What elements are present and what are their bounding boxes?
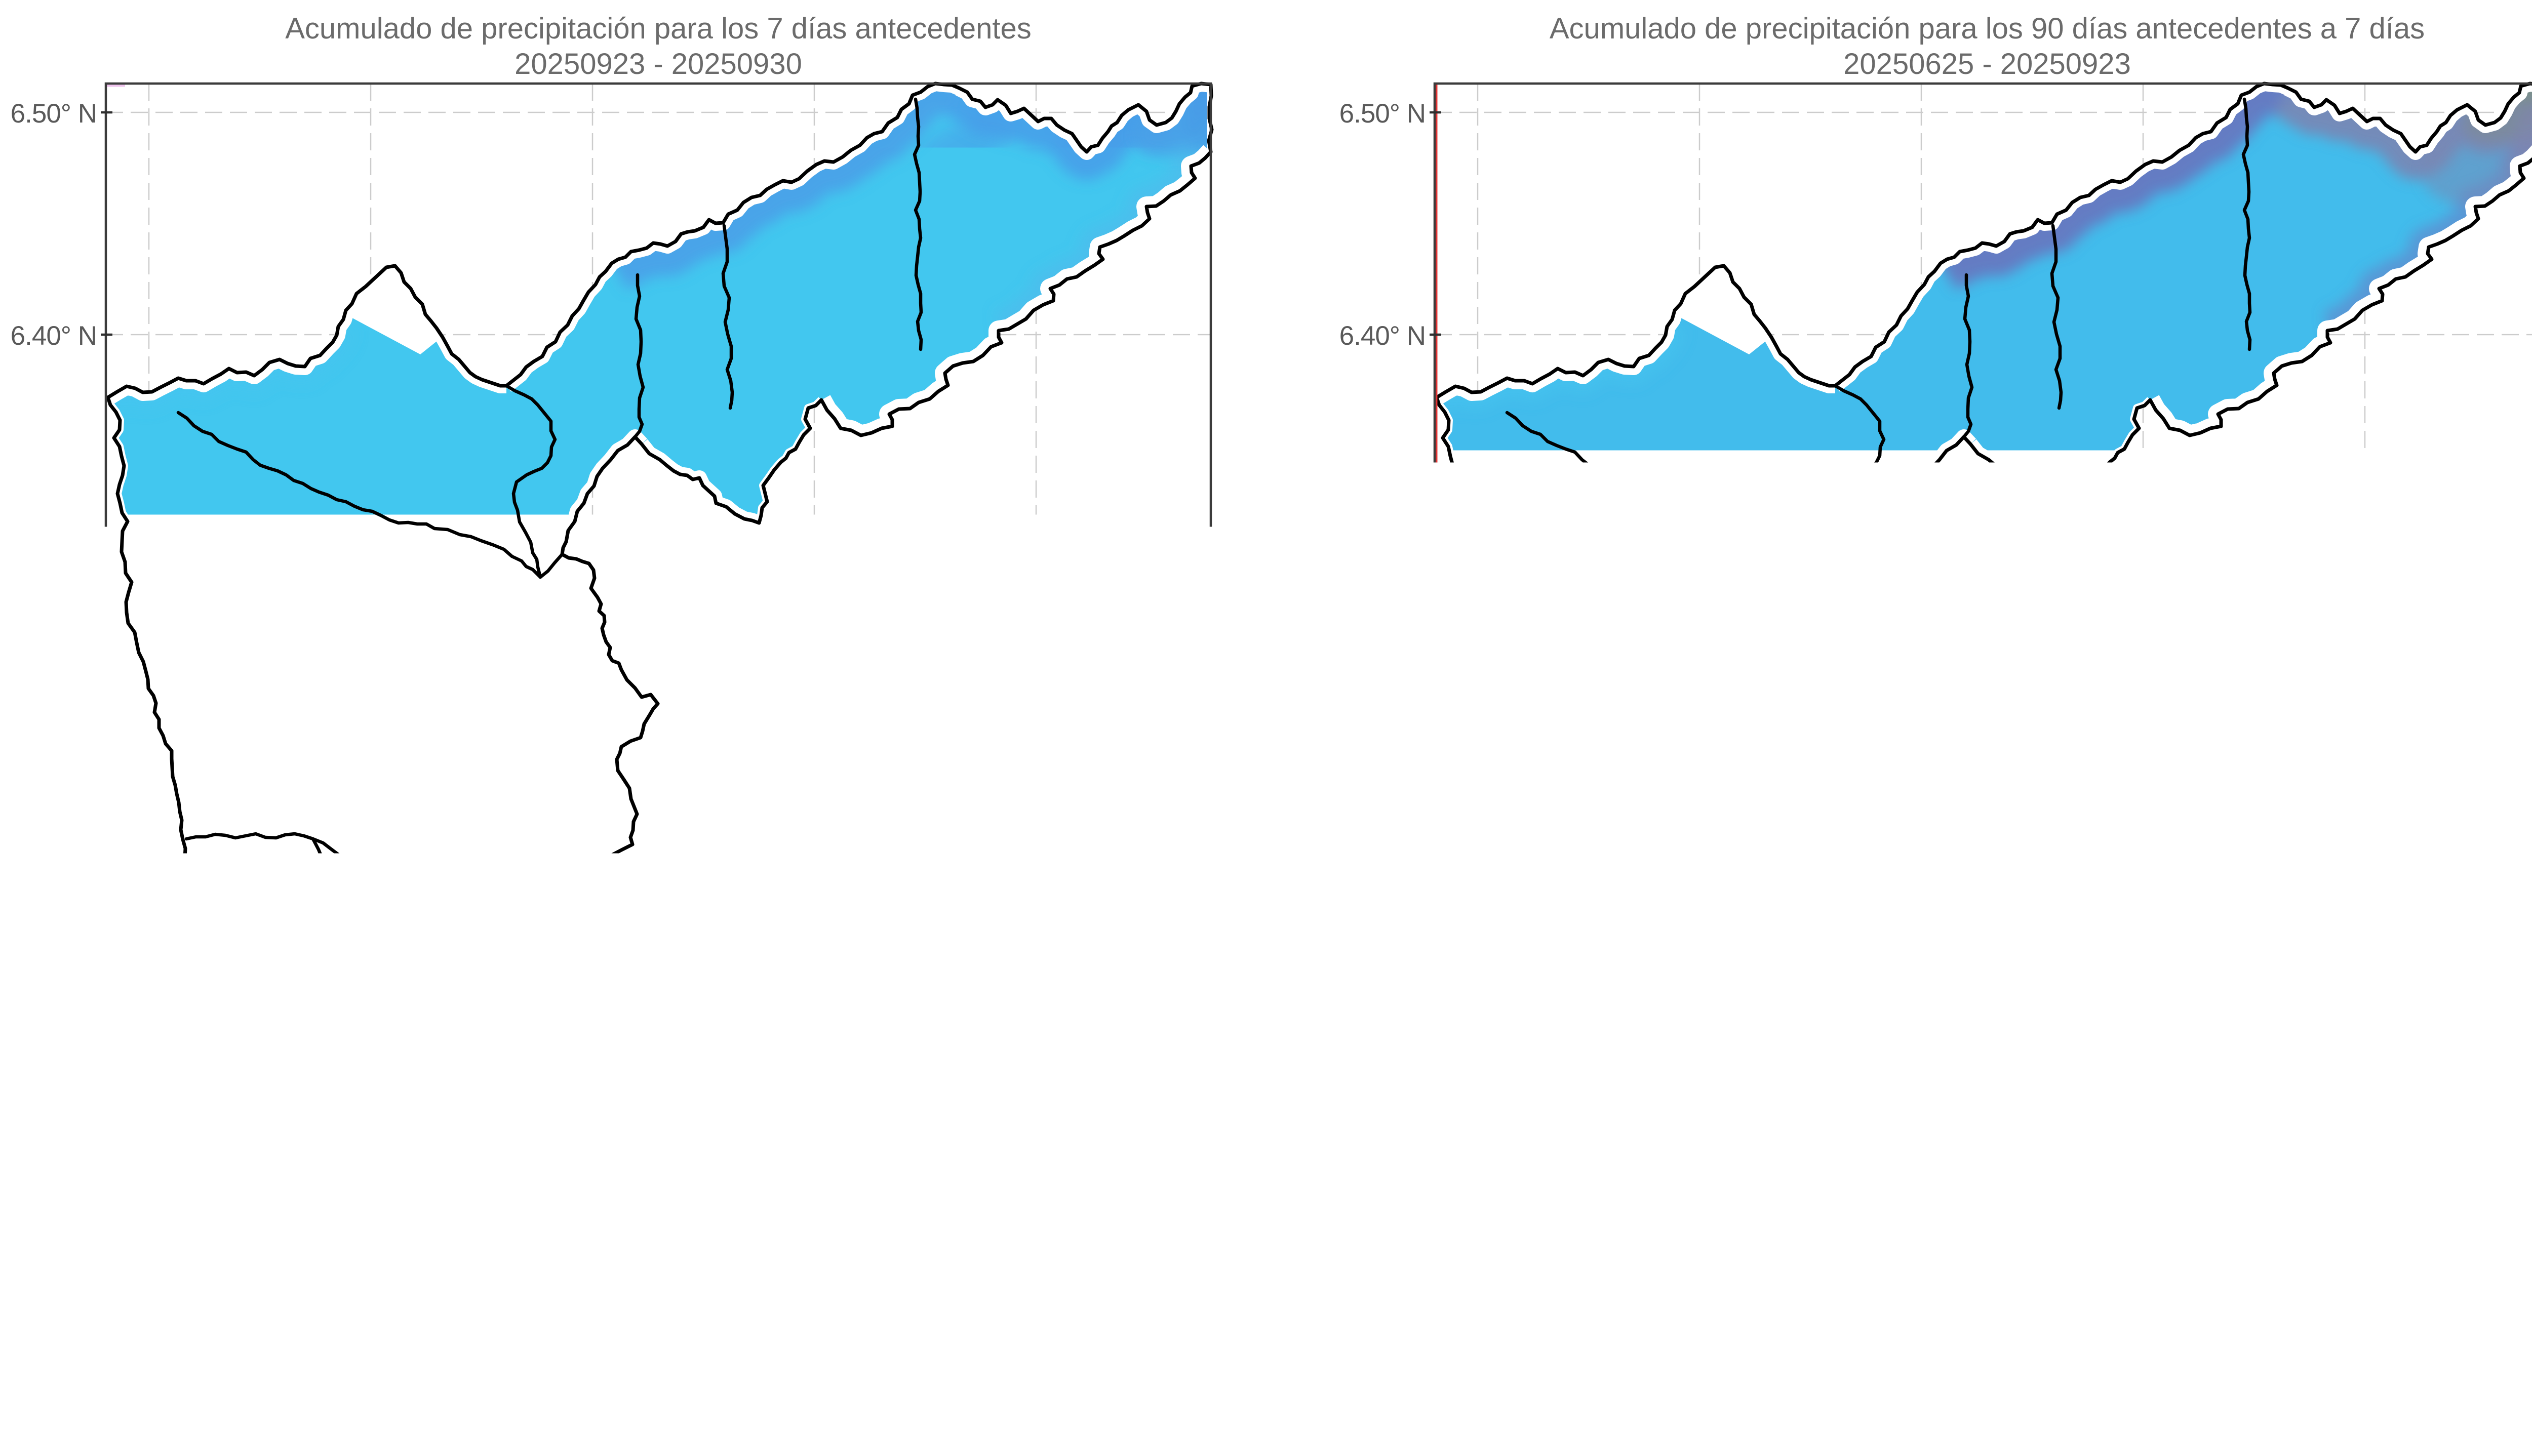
svg-text:1000: 1000 [2451, 1364, 2526, 1402]
svg-text:6.30° N: 6.30° N [1339, 543, 1426, 573]
svg-text:6.00° N: 6.00° N [1339, 1210, 1426, 1240]
svg-text:6.50° N: 6.50° N [11, 99, 97, 129]
svg-text:6.50° N: 6.50° N [1339, 99, 1426, 129]
svg-text:75.70° W: 75.70° W [96, 1276, 203, 1306]
svg-text:300: 300 [1758, 1364, 1814, 1402]
svg-text:120: 120 [559, 1364, 615, 1402]
svg-text:400: 400 [1858, 1364, 1914, 1402]
svg-text:20250923 - 20250930: 20250923 - 20250930 [515, 48, 802, 80]
svg-text:75.40° W: 75.40° W [2090, 1276, 2197, 1306]
svg-text:75.60° W: 75.60° W [318, 1276, 425, 1306]
svg-text:500: 500 [1959, 1364, 2015, 1402]
svg-text:600: 600 [2060, 1364, 2115, 1402]
svg-text:6.10° N: 6.10° N [11, 988, 97, 1018]
svg-text:900: 900 [2360, 1364, 2416, 1402]
svg-text:6.10° N: 6.10° N [1339, 988, 1426, 1018]
svg-text:75.50° W: 75.50° W [539, 1276, 647, 1306]
svg-text:20: 20 [209, 1364, 246, 1402]
svg-text:0: 0 [146, 1364, 165, 1402]
svg-text:75.70° W: 75.70° W [1425, 1276, 1532, 1306]
svg-text:40: 40 [281, 1364, 318, 1402]
svg-text:100: 100 [487, 1364, 543, 1402]
svg-text:75.30° W: 75.30° W [983, 1276, 1090, 1306]
svg-text:Acumulado de precipitación par: Acumulado de precipitación para los 7 dí… [285, 12, 1032, 45]
svg-text:80: 80 [424, 1364, 461, 1402]
svg-text:160: 160 [703, 1364, 759, 1402]
svg-text:6.30° N: 6.30° N [11, 543, 97, 573]
svg-text:Acumulado de precipitación par: Acumulado de precipitación para los 90 d… [1550, 12, 2425, 45]
svg-text:60: 60 [352, 1364, 389, 1402]
svg-text:240: 240 [991, 1364, 1047, 1402]
svg-text:6.40° N: 6.40° N [1339, 321, 1426, 351]
svg-text:6.20° N: 6.20° N [11, 765, 97, 795]
svg-text:75.50° W: 75.50° W [1868, 1276, 1975, 1306]
svg-text:0: 0 [1476, 1364, 1495, 1402]
svg-text:140: 140 [631, 1364, 687, 1402]
svg-text:6.20° N: 6.20° N [1339, 765, 1426, 795]
svg-text:800: 800 [2260, 1364, 2316, 1402]
svg-text:180: 180 [775, 1364, 831, 1402]
svg-text:6.00° N: 6.00° N [11, 1210, 97, 1240]
svg-text:200: 200 [847, 1364, 903, 1402]
svg-text:700: 700 [2160, 1364, 2216, 1402]
svg-text:280: 280 [1135, 1364, 1191, 1402]
svg-text:10: 10 [173, 1364, 210, 1402]
svg-text:75.40° W: 75.40° W [761, 1276, 868, 1306]
svg-text:200: 200 [1658, 1364, 1714, 1402]
svg-text:75.30° W: 75.30° W [2312, 1276, 2419, 1306]
svg-text:20250625 - 20250923: 20250625 - 20250923 [1843, 48, 2131, 80]
svg-text:100: 100 [1558, 1364, 1613, 1402]
svg-text:Acumulado Precipitación [mm]: Acumulado Precipitación [mm] [1746, 1402, 2253, 1440]
svg-text:75.60° W: 75.60° W [1646, 1276, 1754, 1306]
svg-text:6.40° N: 6.40° N [11, 321, 97, 351]
svg-text:Acumulado Precipitación [mm]: Acumulado Precipitación [mm] [417, 1402, 925, 1440]
